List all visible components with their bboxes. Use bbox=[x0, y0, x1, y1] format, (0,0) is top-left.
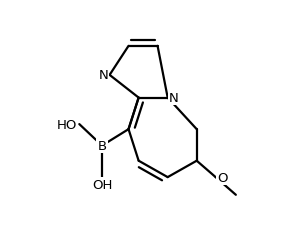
Text: OH: OH bbox=[92, 179, 112, 191]
Text: N: N bbox=[169, 92, 179, 105]
Text: HO: HO bbox=[56, 118, 77, 131]
Text: N: N bbox=[99, 69, 108, 82]
Text: O: O bbox=[217, 171, 227, 184]
Text: B: B bbox=[98, 139, 106, 152]
